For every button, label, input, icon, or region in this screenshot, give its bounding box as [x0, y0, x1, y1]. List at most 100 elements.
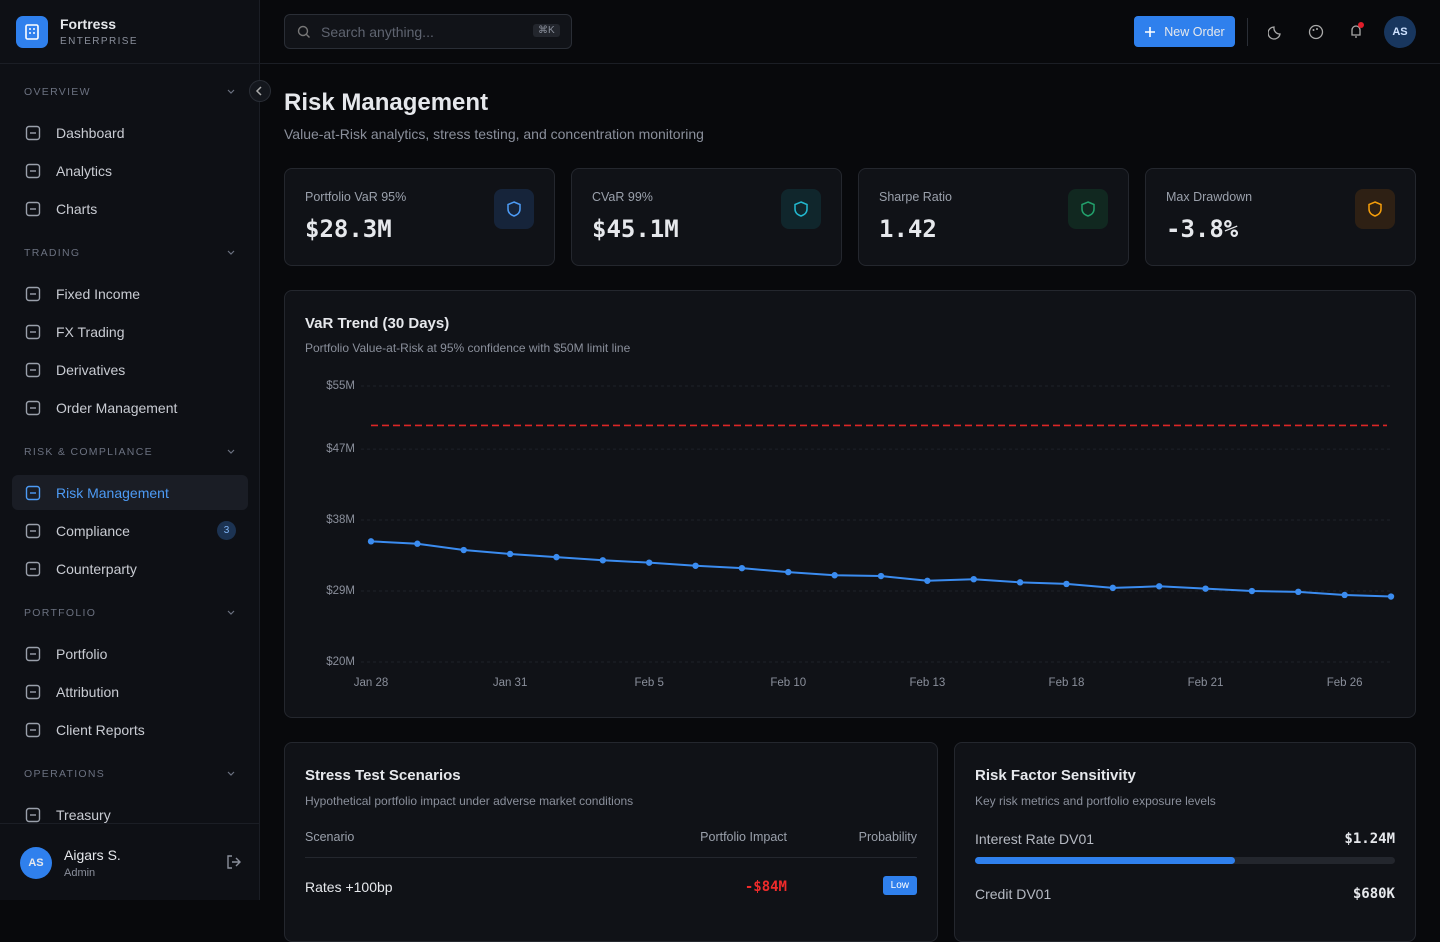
- palette-icon[interactable]: [1308, 24, 1324, 40]
- nav-item[interactable]: Charts: [12, 191, 248, 226]
- nav-icon: [25, 362, 41, 377]
- chart-subtitle: Portfolio Value-at-Risk at 95% confidenc…: [305, 341, 631, 355]
- y-tick-label: $38M: [326, 514, 355, 526]
- kpi-label: Max Drawdown: [1166, 190, 1253, 204]
- nav-icon: [25, 807, 41, 822]
- kpi-card: Portfolio VaR 95% $28.3M: [284, 168, 555, 266]
- column-header: Probability: [858, 830, 917, 844]
- nav-icon: [25, 163, 41, 178]
- nav-item[interactable]: Derivatives: [12, 352, 248, 387]
- point: [1016, 579, 1024, 586]
- x-tick-label: Feb 5: [634, 677, 663, 689]
- divider: [305, 857, 917, 858]
- divider: [1247, 18, 1248, 46]
- kpi-card: CVaR 99% $45.1M: [571, 168, 842, 266]
- chevron: [227, 771, 235, 776]
- point: [785, 568, 792, 576]
- section-header: RISK & COMPLIANCE: [12, 446, 248, 460]
- collapse-button[interactable]: [249, 80, 271, 102]
- kpi-label: CVaR 99%: [592, 190, 653, 204]
- nav-item[interactable]: Risk Management: [12, 475, 248, 510]
- card-title: Risk Factor Sensitivity: [975, 767, 1136, 784]
- nav-item[interactable]: Compliance 3: [12, 513, 248, 548]
- nav-icon: [25, 324, 41, 339]
- nav-icon: [25, 125, 41, 140]
- brand-name: Fortress: [60, 16, 117, 32]
- point: [553, 553, 560, 561]
- point: [645, 559, 653, 566]
- x-tick-label: Feb 21: [1188, 677, 1224, 689]
- nav-item[interactable]: Dashboard: [12, 115, 248, 150]
- x-tick-label: Feb 10: [770, 677, 806, 689]
- kpi-icon: [781, 189, 821, 229]
- nav-item[interactable]: Fixed Income: [12, 276, 248, 311]
- nav-label: Order Management: [56, 399, 178, 416]
- kpi-label: Portfolio VaR 95%: [305, 190, 407, 204]
- logo: [16, 16, 48, 48]
- nav-label: Derivatives: [56, 361, 126, 378]
- nav-label: Fixed Income: [56, 285, 141, 302]
- nav-item[interactable]: Portfolio: [12, 636, 248, 671]
- y-tick-label: $20M: [326, 656, 355, 668]
- section-header: PORTFOLIO: [12, 607, 248, 621]
- scenario-name: Rates +100bp: [305, 879, 393, 895]
- nav-item[interactable]: Attribution: [12, 674, 248, 709]
- shortcut: ⌘K: [533, 24, 560, 37]
- y-tick-label: $47M: [326, 443, 355, 455]
- section-header: OVERVIEW: [12, 86, 248, 100]
- nav-icon: [25, 201, 41, 216]
- kpi-icon: [494, 189, 534, 229]
- nav-item[interactable]: Order Management: [12, 390, 248, 425]
- nav-label: Risk Management: [56, 484, 169, 501]
- nav-label: Treasury: [56, 806, 111, 823]
- section-header: OPERATIONS: [12, 768, 248, 782]
- x-tick-label: Jan 28: [354, 677, 389, 689]
- line: [370, 540, 1392, 598]
- nav: OVERVIEW Dashboard Analytics Charts TRADING F…: [0, 64, 260, 823]
- kpi-value: $45.1M: [592, 215, 679, 243]
- nav-label: Attribution: [56, 683, 120, 700]
- point: [1063, 580, 1070, 588]
- point: [1109, 584, 1117, 592]
- point: [414, 540, 421, 547]
- x-tick-label: Feb 26: [1327, 677, 1363, 689]
- kpi-icon: [1355, 189, 1395, 229]
- point: [1341, 591, 1348, 599]
- y-tick-label: $29M: [326, 585, 355, 597]
- nav-item[interactable]: Counterparty: [12, 551, 248, 586]
- point: [924, 577, 931, 584]
- kpi-value: $28.3M: [305, 215, 392, 243]
- point: [1248, 587, 1256, 595]
- search-box[interactable]: Search anything... ⌘K: [284, 14, 572, 49]
- brand-sub: ENTERPRISE: [60, 36, 138, 47]
- nav-icon: [25, 523, 41, 538]
- nav-item[interactable]: Analytics: [12, 153, 248, 188]
- avatar[interactable]: AS: [1384, 16, 1416, 48]
- kpi-value: 1.42: [879, 215, 937, 243]
- stress-card: Stress Test Scenarios Hypothetical portf…: [284, 742, 938, 942]
- nav-item[interactable]: FX Trading: [12, 314, 248, 349]
- nav-label: Charts: [56, 200, 98, 217]
- logout-icon[interactable]: [226, 854, 242, 870]
- card-subtitle: Hypothetical portfolio impact under adve…: [305, 794, 634, 808]
- section-title: PORTFOLIO: [24, 607, 97, 619]
- nav-item[interactable]: Client Reports: [12, 712, 248, 747]
- theme-icon[interactable]: [1268, 24, 1284, 40]
- new-order-button[interactable]: New Order: [1134, 16, 1235, 47]
- chart: VaR Trend (30 Days) Portfolio Value-at-R…: [305, 315, 1395, 689]
- factor-track: [975, 857, 1395, 864]
- factor-label: Credit DV01: [975, 886, 1052, 902]
- nav-item[interactable]: Treasury: [12, 797, 248, 823]
- card-title: Stress Test Scenarios: [305, 767, 461, 784]
- nav-label: FX Trading: [56, 323, 125, 340]
- section-title: OPERATIONS: [24, 768, 106, 780]
- page-subtitle: Value-at-Risk analytics, stress testing,…: [284, 126, 704, 142]
- column-header: Portfolio Impact: [700, 830, 787, 844]
- kpi-icon: [1068, 189, 1108, 229]
- sensitivity-card: Risk Factor Sensitivity Key risk metrics…: [954, 742, 1416, 942]
- notification-icon[interactable]: [1348, 22, 1366, 40]
- probability-badge: Low: [882, 876, 917, 895]
- user-name: Aigars S.: [64, 847, 121, 863]
- chevron: [227, 610, 235, 615]
